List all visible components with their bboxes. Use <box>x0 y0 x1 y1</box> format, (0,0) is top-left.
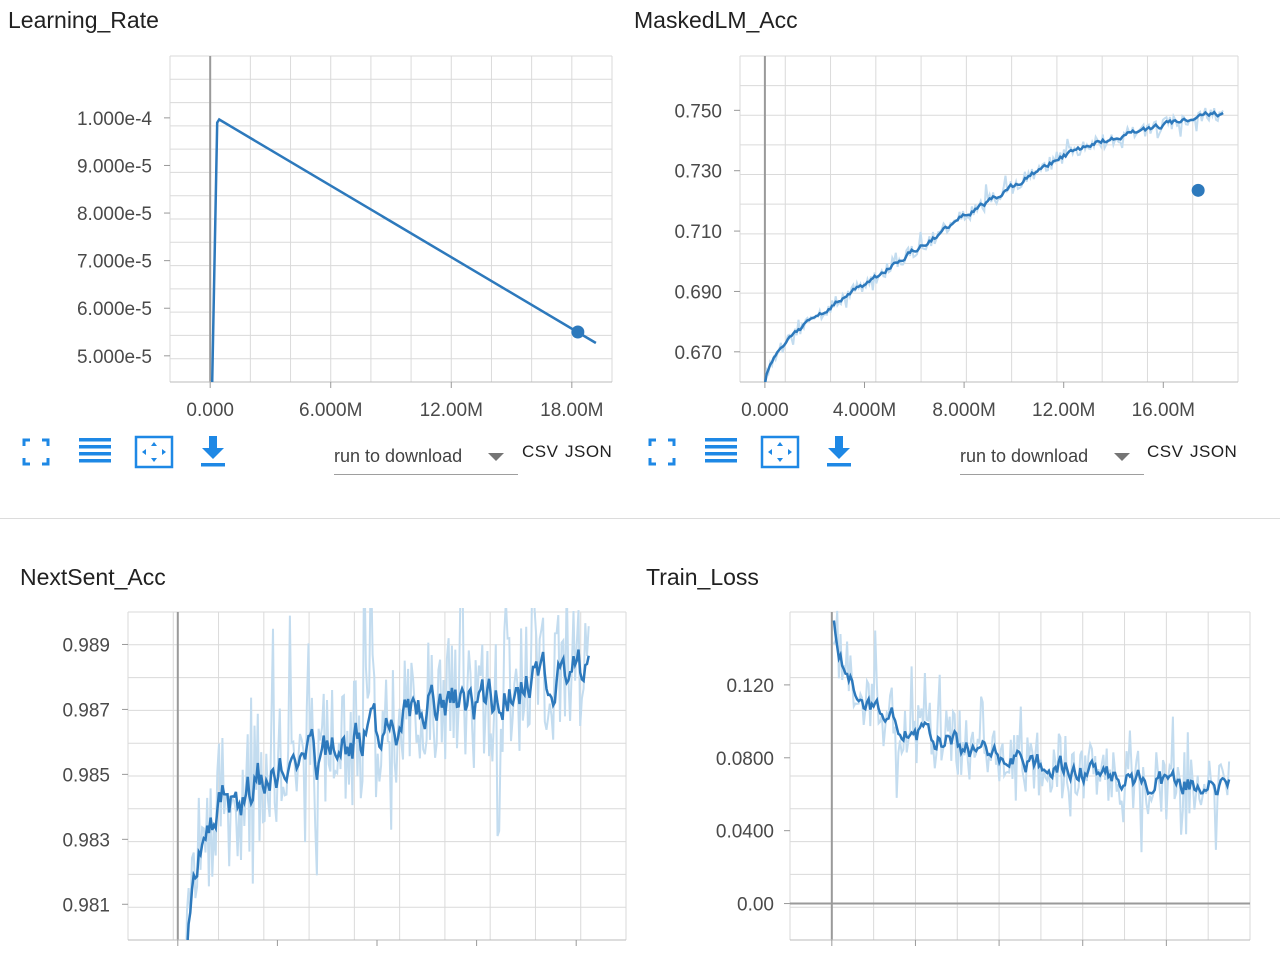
json-link[interactable]: JSON <box>1190 442 1238 461</box>
y-tick-label: 0.981 <box>62 895 110 916</box>
fullscreen-icon[interactable] <box>16 432 56 472</box>
nextsent-acc-chart: 0.981 0.983 0.985 0.987 0.989 <box>62 608 627 946</box>
learning-rate-toolbar: run to download CSV JSON <box>0 432 630 476</box>
x-tick-label: 0.000 <box>741 400 789 421</box>
y-tick-label: 0.710 <box>674 222 722 243</box>
run-select-label: run to download <box>960 446 1089 466</box>
y-tick-label: 0.120 <box>726 676 774 697</box>
maskedlm-acc-toolbar: run to download CSV JSON <box>630 432 1280 476</box>
maskedlm-acc-chart: 0.000 4.000M 8.000M 12.00M 16.00M 0.670 0.690 0… <box>674 55 1239 421</box>
run-select-label: run to download <box>334 446 463 466</box>
series-raw-line <box>832 610 1231 853</box>
run-to-download-select[interactable]: run to download <box>334 434 518 475</box>
y-tick-label: 1.000e-4 <box>77 109 152 130</box>
hover-marker <box>1191 183 1205 197</box>
x-tick-label: 12.00M <box>420 400 483 421</box>
y-tick-label: 7.000e-5 <box>77 252 152 273</box>
x-tick-label: 8.000M <box>932 400 995 421</box>
chevron-down-icon <box>1114 453 1130 461</box>
y-tick-label: 5.000e-5 <box>77 347 152 368</box>
json-link[interactable]: JSON <box>565 442 613 461</box>
y-tick-label: 0.983 <box>62 830 110 851</box>
list-icon[interactable] <box>75 432 115 472</box>
y-tick-label: 0.0800 <box>716 749 774 770</box>
learning-rate-chart: 0.000 6.000M 12.00M 18.00M 5.000e-5 6.000e-5 7… <box>77 55 613 421</box>
run-to-download-select[interactable]: run to download <box>960 434 1144 475</box>
x-tick-label: 4.000M <box>833 400 896 421</box>
train-loss-chart: 0.00 0.0400 0.0800 0.120 <box>716 610 1251 946</box>
series-line <box>210 117 597 382</box>
hover-marker <box>571 325 585 339</box>
series-line <box>763 110 1224 382</box>
y-tick-label: 0.750 <box>674 101 722 122</box>
y-tick-label: 0.0400 <box>716 822 774 843</box>
csv-link[interactable]: CSV <box>1147 442 1184 461</box>
x-tick-label: 6.000M <box>299 400 362 421</box>
y-tick-label: 0.670 <box>674 343 722 364</box>
download-icon[interactable] <box>193 432 233 472</box>
fit-domain-icon[interactable] <box>134 432 174 472</box>
fullscreen-icon[interactable] <box>642 432 682 472</box>
y-tick-label: 0.690 <box>674 282 722 303</box>
y-tick-label: 0.985 <box>62 765 110 786</box>
y-tick-label: 9.000e-5 <box>77 156 152 177</box>
fit-domain-icon[interactable] <box>760 432 800 472</box>
series-line <box>186 649 590 940</box>
series-line <box>832 620 1231 796</box>
y-tick-label: 6.000e-5 <box>77 299 152 320</box>
learning-rate-title: Learning_Rate <box>8 7 159 33</box>
x-tick-label: 16.00M <box>1132 400 1195 421</box>
chevron-down-icon <box>488 453 504 461</box>
y-tick-label: 8.000e-5 <box>77 204 152 225</box>
x-tick-label: 0.000 <box>186 400 234 421</box>
download-icon[interactable] <box>819 432 859 472</box>
series-raw-line <box>185 608 590 940</box>
y-tick-label: 0.989 <box>62 635 110 656</box>
y-tick-label: 0.00 <box>737 895 774 916</box>
train-loss-title: Train_Loss <box>646 564 759 590</box>
x-tick-label: 12.00M <box>1032 400 1095 421</box>
series-raw-line <box>764 107 1224 382</box>
x-tick-label: 18.00M <box>540 400 603 421</box>
y-tick-label: 0.987 <box>62 700 110 721</box>
csv-link[interactable]: CSV <box>522 442 559 461</box>
grid <box>739 55 1239 383</box>
section-divider <box>0 518 1280 519</box>
maskedlm-acc-title: MaskedLM_Acc <box>634 7 798 33</box>
list-icon[interactable] <box>701 432 741 472</box>
grid <box>169 55 613 383</box>
nextsent-acc-title: NextSent_Acc <box>20 564 166 590</box>
y-tick-label: 0.730 <box>674 162 722 183</box>
grid <box>789 611 1251 941</box>
